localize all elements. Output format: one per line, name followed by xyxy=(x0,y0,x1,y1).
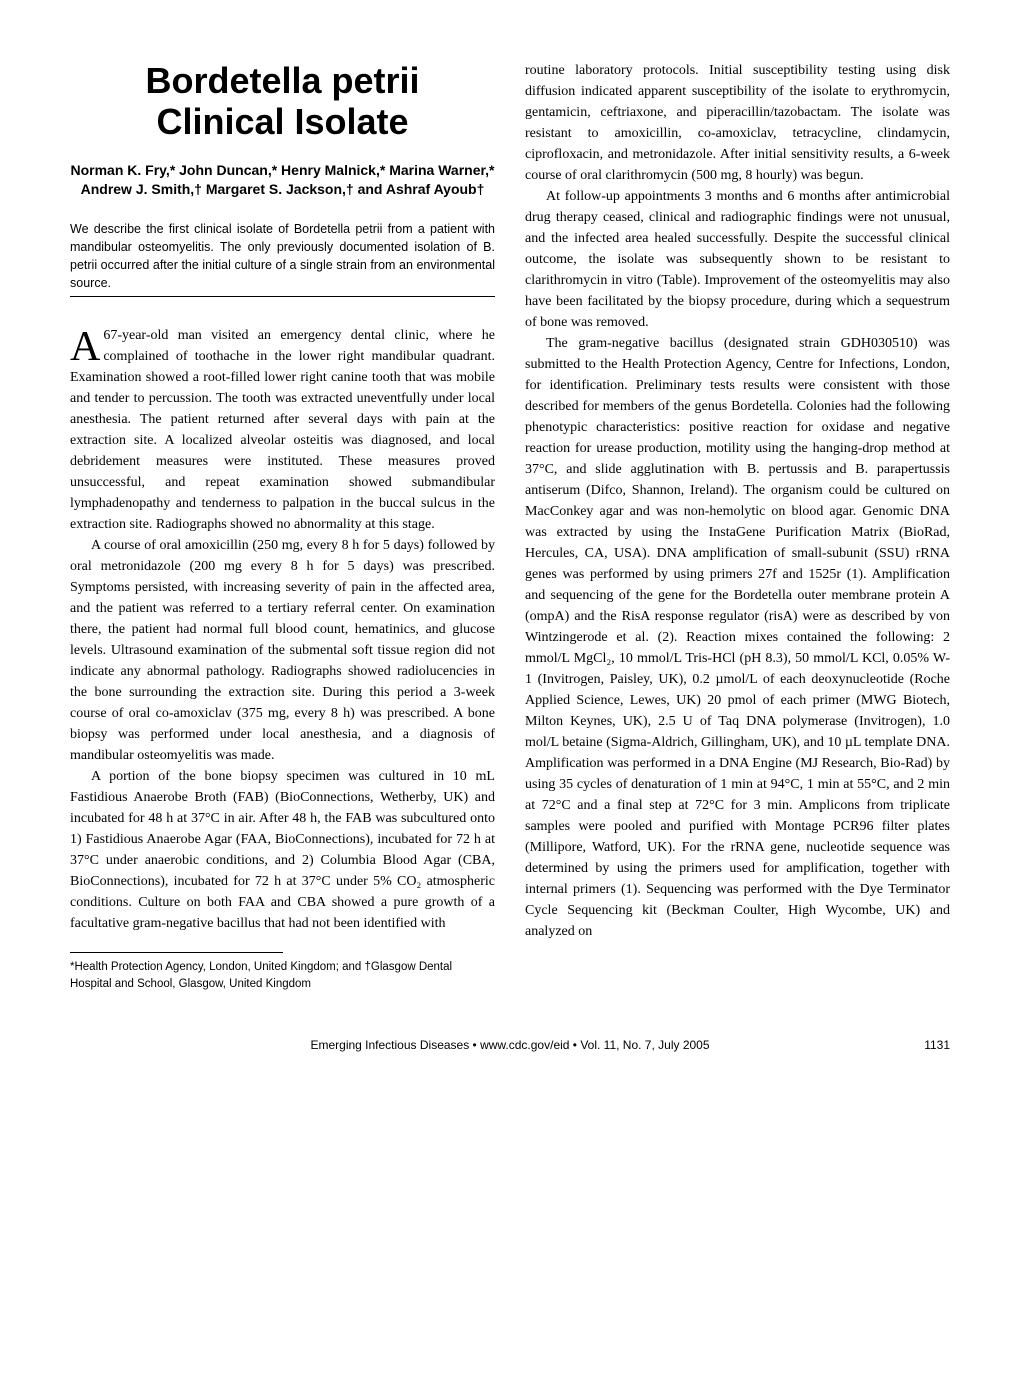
footer-page-number: 1131 xyxy=(890,1038,950,1052)
page-footer: Emerging Infectious Diseases • www.cdc.g… xyxy=(70,1038,950,1052)
title-line-2: Clinical Isolate xyxy=(156,101,408,142)
affiliations-text: *Health Protection Agency, London, Unite… xyxy=(70,959,495,992)
abstract-divider xyxy=(70,296,495,297)
paragraph-1: A 67-year-old man visited an emergency d… xyxy=(70,325,495,535)
footer-journal-info: Emerging Infectious Diseases • www.cdc.g… xyxy=(130,1038,890,1052)
authors-line: Norman K. Fry,* John Duncan,* Henry Maln… xyxy=(70,161,495,200)
paragraph-3: A portion of the bone biopsy specimen wa… xyxy=(70,766,495,934)
affiliation-divider xyxy=(70,952,283,953)
paragraph-1-text: 67-year-old man visited an emergency den… xyxy=(70,328,495,532)
right-column: routine laboratory protocols. Initial su… xyxy=(525,60,950,993)
two-column-layout: Bordetella petrii Clinical Isolate Norma… xyxy=(70,60,950,993)
paragraph-5: At follow-up appointments 3 months and 6… xyxy=(525,186,950,333)
title-line-1: Bordetella petrii xyxy=(145,60,419,101)
paragraph-6: The gram-negative bacillus (designated s… xyxy=(525,333,950,942)
abstract-text: We describe the first clinical isolate o… xyxy=(70,220,495,293)
dropcap-letter: A xyxy=(70,325,103,367)
paragraph-4: routine laboratory protocols. Initial su… xyxy=(525,60,950,186)
left-column: Bordetella petrii Clinical Isolate Norma… xyxy=(70,60,495,993)
footer-spacer xyxy=(70,1038,130,1052)
article-title: Bordetella petrii Clinical Isolate xyxy=(70,60,495,143)
paragraph-2: A course of oral amoxicillin (250 mg, ev… xyxy=(70,535,495,766)
